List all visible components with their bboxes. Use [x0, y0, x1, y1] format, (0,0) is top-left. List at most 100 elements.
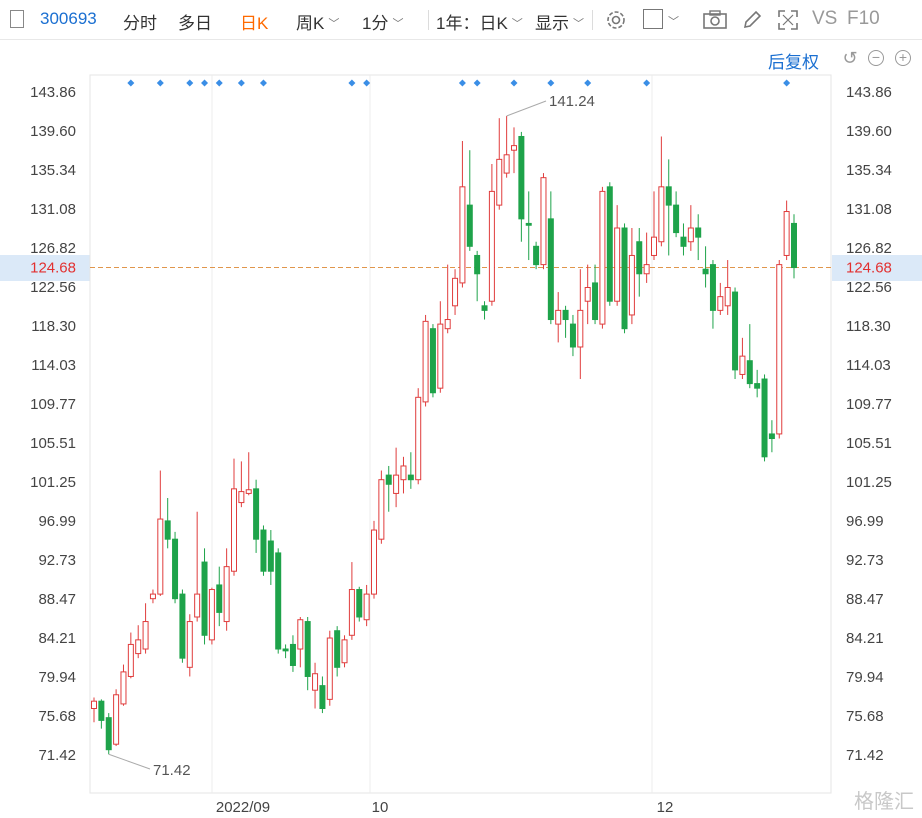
candle[interactable] [289, 635, 296, 672]
event-marker[interactable] [215, 79, 223, 87]
candle[interactable] [326, 630, 333, 706]
candle[interactable] [312, 662, 319, 709]
vs-button[interactable]: VS [812, 8, 838, 29]
candle[interactable] [680, 223, 687, 256]
layout-icon[interactable] [643, 9, 663, 29]
candle[interactable] [297, 616, 304, 668]
candle[interactable] [260, 525, 267, 576]
candle[interactable] [732, 287, 739, 380]
candle[interactable] [348, 562, 355, 640]
candle[interactable] [135, 625, 142, 659]
zoom-in-icon[interactable]: + [895, 50, 911, 66]
candle[interactable] [319, 676, 326, 714]
candle[interactable] [444, 264, 451, 334]
candle[interactable] [208, 587, 215, 645]
candle[interactable] [577, 269, 584, 380]
candle[interactable] [422, 314, 429, 407]
candle[interactable] [223, 548, 230, 631]
candle[interactable] [599, 186, 606, 329]
candle[interactable] [746, 324, 753, 389]
candle[interactable] [334, 626, 341, 677]
candle[interactable] [415, 388, 422, 485]
event-marker[interactable] [458, 79, 466, 87]
candle[interactable] [356, 586, 363, 622]
candle[interactable] [768, 420, 775, 453]
candle[interactable] [238, 461, 245, 508]
candle[interactable] [547, 191, 554, 325]
event-marker[interactable] [584, 79, 592, 87]
candle[interactable] [503, 115, 510, 178]
pencil-icon[interactable] [740, 8, 764, 32]
candle[interactable] [371, 520, 377, 599]
candle[interactable] [341, 635, 348, 668]
display-select[interactable]: 显示 ﹀ [535, 9, 584, 34]
candle[interactable] [275, 548, 282, 654]
candle[interactable] [429, 324, 436, 398]
candle[interactable] [179, 589, 186, 663]
candle[interactable] [363, 584, 370, 627]
candle[interactable] [665, 159, 672, 256]
candle[interactable] [378, 470, 385, 544]
tab-timeshare[interactable]: 分时 [123, 14, 157, 33]
event-marker[interactable] [201, 79, 209, 87]
candle[interactable] [584, 264, 591, 325]
reset-icon[interactable]: ↺ [842, 48, 858, 68]
candle[interactable] [304, 616, 311, 691]
chevron-down-icon[interactable]: ﹀ [668, 16, 679, 28]
candle[interactable] [216, 566, 223, 627]
candle[interactable] [245, 452, 252, 496]
candle[interactable] [695, 214, 702, 261]
candle[interactable] [452, 269, 459, 315]
candle[interactable] [172, 531, 179, 604]
candle[interactable] [488, 163, 495, 306]
candle[interactable] [267, 530, 274, 585]
candle[interactable] [687, 205, 694, 251]
candle[interactable] [186, 614, 193, 677]
candle[interactable] [164, 498, 171, 549]
tab-minute[interactable]: 1分 ﹀ [362, 9, 403, 34]
candle[interactable] [761, 374, 768, 462]
tab-weekly-k[interactable]: 周K ﹀ [296, 9, 339, 34]
candle[interactable] [282, 644, 289, 659]
range-select[interactable]: 1年：日K ﹀ [436, 9, 523, 34]
event-marker[interactable] [127, 79, 135, 87]
candle[interactable] [569, 314, 576, 357]
tab-multiday[interactable]: 多日 [178, 14, 212, 33]
candle[interactable] [511, 127, 517, 174]
tab-daily-k[interactable]: 日K [240, 14, 269, 33]
candle[interactable] [231, 458, 237, 576]
event-marker[interactable] [156, 79, 164, 87]
stock-code[interactable]: 300693 [40, 9, 97, 28]
candle[interactable] [776, 260, 783, 439]
candle[interactable] [592, 264, 599, 325]
gear-icon[interactable] [604, 8, 628, 32]
candle[interactable] [643, 232, 650, 283]
candle[interactable] [142, 603, 149, 654]
candle[interactable] [481, 301, 488, 320]
candle[interactable] [533, 241, 540, 270]
adjust-mode-button[interactable]: 后复权 [768, 53, 819, 72]
candle[interactable] [120, 664, 127, 706]
candle[interactable] [621, 223, 628, 334]
candle[interactable] [127, 632, 134, 679]
candle[interactable] [709, 260, 716, 329]
candle[interactable] [739, 337, 746, 380]
sidebar-toggle-icon[interactable] [10, 10, 24, 28]
fullscreen-icon[interactable] [776, 8, 800, 32]
candle[interactable] [149, 589, 156, 604]
candle[interactable] [614, 205, 621, 306]
candle[interactable] [194, 511, 201, 622]
event-marker[interactable] [348, 79, 356, 87]
f10-button[interactable]: F10 [847, 8, 880, 29]
candle[interactable] [525, 191, 532, 261]
candle[interactable] [496, 118, 503, 210]
candle[interactable] [606, 182, 613, 306]
candle[interactable] [385, 465, 392, 512]
candle[interactable] [518, 131, 525, 242]
candle[interactable] [540, 173, 547, 270]
candle[interactable] [724, 260, 731, 315]
candle[interactable] [783, 200, 790, 261]
candle[interactable] [113, 689, 120, 747]
candle[interactable] [393, 447, 400, 508]
